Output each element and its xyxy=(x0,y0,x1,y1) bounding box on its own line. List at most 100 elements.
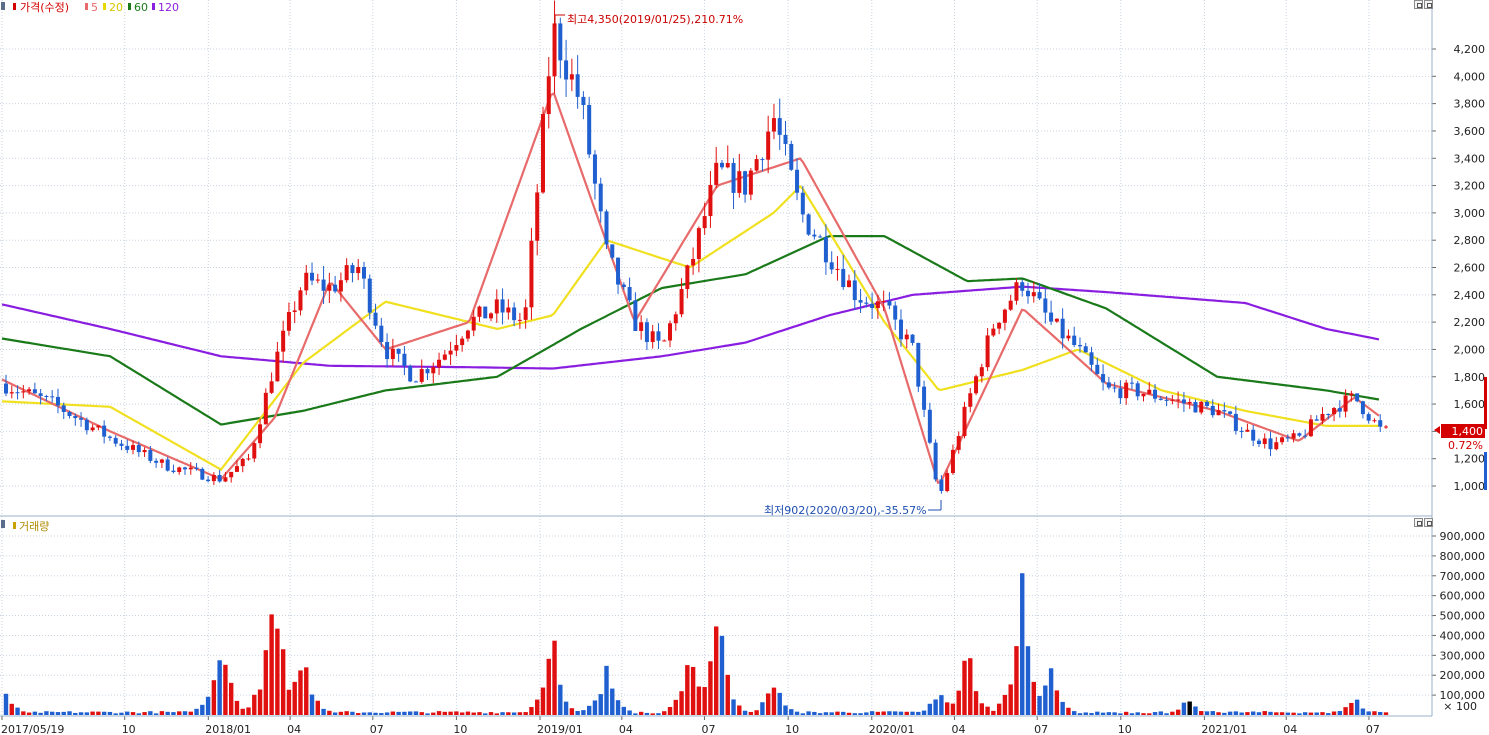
volume-bar xyxy=(107,711,113,715)
candle-body xyxy=(887,301,892,306)
candle-body xyxy=(483,306,488,319)
volume-bar xyxy=(1279,712,1285,715)
candle-body xyxy=(1355,393,1360,402)
candle-body xyxy=(737,171,742,193)
candle-body xyxy=(1314,419,1319,421)
volume-bar xyxy=(431,712,436,715)
volume-bar xyxy=(817,713,823,715)
candle-body xyxy=(1384,426,1388,428)
volume-bar xyxy=(240,708,245,715)
legend-ma120-label: 120 xyxy=(158,1,179,14)
candle-body xyxy=(367,278,372,313)
candle-body xyxy=(829,262,834,270)
volume-bar xyxy=(1014,646,1019,715)
time-tick-label: 04 xyxy=(619,723,633,735)
time-tick-label: 10 xyxy=(122,723,136,735)
volume-bar xyxy=(1193,706,1198,715)
price-panel-maximize-icon[interactable] xyxy=(1414,0,1423,9)
candle-body xyxy=(252,443,257,459)
candle-body xyxy=(633,300,638,331)
volume-bar xyxy=(471,712,476,715)
candle-body xyxy=(870,303,875,308)
candle-body xyxy=(1066,335,1071,339)
legend-handle-icon[interactable] xyxy=(1,2,5,10)
volume-bar xyxy=(309,694,315,715)
volume-bar xyxy=(558,684,563,715)
candle-body xyxy=(875,301,880,308)
volume-bar xyxy=(921,710,927,715)
time-tick-label: 10 xyxy=(1118,723,1132,735)
candle-body xyxy=(945,473,950,492)
candle-body xyxy=(777,118,782,135)
volume-bar xyxy=(621,706,627,715)
candle-body xyxy=(1308,419,1313,437)
candle-body xyxy=(927,409,932,443)
candle-body xyxy=(171,470,176,473)
candle-body xyxy=(656,331,661,341)
candle-body xyxy=(131,445,136,450)
candle-body xyxy=(159,459,164,463)
candle-body xyxy=(1297,433,1302,436)
volume-bar xyxy=(9,703,14,715)
time-tick-label: 04 xyxy=(287,723,301,735)
ma60-line xyxy=(1,235,1380,426)
candle-body xyxy=(350,265,355,274)
price-tick-label: 2,800 xyxy=(1454,234,1486,247)
volume-bar xyxy=(1123,711,1129,715)
volume-bar xyxy=(367,712,372,715)
price-panel-close-icon[interactable] xyxy=(1424,0,1433,9)
volume-bar xyxy=(1285,712,1291,715)
volume-bar xyxy=(575,711,580,715)
volume-bar xyxy=(841,711,846,715)
price-tick-label: 3,000 xyxy=(1454,207,1486,220)
candle-body xyxy=(142,450,147,453)
volume-bar xyxy=(708,661,713,715)
volume-bar xyxy=(1262,711,1267,715)
volume-bar xyxy=(205,696,211,715)
volume-bar xyxy=(1158,711,1164,715)
volume-panel-maximize-icon[interactable] xyxy=(1414,518,1423,527)
legend-price-swatch xyxy=(13,3,16,10)
time-tick-label: 07 xyxy=(1366,723,1380,735)
volume-unit-label: × 100 xyxy=(1443,700,1477,713)
candle-body xyxy=(448,350,453,355)
candle-body xyxy=(1118,388,1123,399)
candle-body xyxy=(1164,399,1169,401)
volume-handle-icon[interactable] xyxy=(1,520,5,528)
volume-bar xyxy=(1002,694,1008,715)
volume-bar xyxy=(32,711,38,715)
volume-bar xyxy=(26,712,32,715)
candles xyxy=(4,0,1388,494)
volume-bar xyxy=(1089,713,1094,715)
candle-body xyxy=(373,312,378,326)
candle-body xyxy=(1049,312,1054,322)
candle-body xyxy=(1251,429,1256,441)
candle-body xyxy=(1233,413,1238,431)
time-tick-label: 07 xyxy=(1034,723,1048,735)
volume-bar xyxy=(49,711,55,715)
legend-ma60-swatch xyxy=(128,3,131,10)
candle-body xyxy=(1205,401,1210,406)
candle-body xyxy=(408,365,413,382)
candle-body xyxy=(506,307,511,313)
volume-bar xyxy=(344,711,349,715)
candle-body xyxy=(621,284,626,288)
price-tick-label: 1,200 xyxy=(1454,453,1486,466)
volume-bar xyxy=(315,700,320,715)
volume-bar xyxy=(1054,690,1060,715)
candle-body xyxy=(1135,383,1140,397)
volume-bar xyxy=(702,687,707,715)
candle-body xyxy=(107,436,112,438)
volume-bar xyxy=(800,713,806,715)
volume-bar xyxy=(1175,709,1181,715)
volume-panel-close-icon[interactable] xyxy=(1424,518,1433,527)
candle-body xyxy=(390,348,395,360)
low-annotation-text: 최저902(2020/03/20),-35.57% xyxy=(764,504,927,517)
price-tick-label: 2,600 xyxy=(1454,262,1486,275)
price-tick-label: 3,600 xyxy=(1454,125,1486,138)
candle-body xyxy=(818,236,823,238)
candle-body xyxy=(535,192,540,241)
candle-body xyxy=(1337,408,1342,412)
candle-body xyxy=(27,389,32,392)
